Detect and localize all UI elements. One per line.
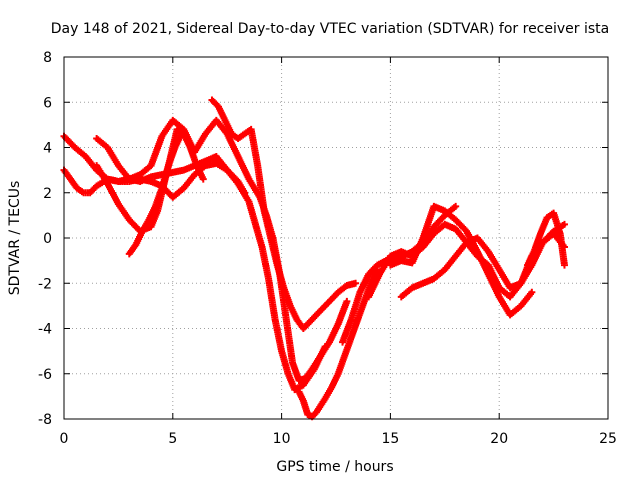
x-tick-label: 15 — [381, 431, 399, 447]
axis-ticks: 0 5 10 15 20 25 -8 -6 -4 -2 0 2 4 6 8 — [38, 50, 617, 447]
data-point — [528, 288, 536, 296]
y-axis-label: SDTVAR / TECUs — [7, 181, 23, 296]
series-sat-c — [208, 96, 360, 332]
plot-area — [60, 96, 568, 421]
series-sat-l — [523, 209, 568, 269]
x-tick-label: 25 — [599, 431, 617, 447]
data-point — [452, 202, 460, 210]
series-sat-i — [386, 202, 536, 319]
y-tick-label: 8 — [43, 50, 52, 66]
x-tick-label: 5 — [168, 431, 177, 447]
x-tick-label: 20 — [490, 431, 508, 447]
x-axis-label: GPS time / hours — [276, 459, 393, 475]
y-tick-label: 6 — [43, 95, 52, 111]
y-tick-label: -8 — [38, 412, 52, 428]
data-point — [560, 220, 568, 228]
y-tick-label: -2 — [38, 276, 52, 292]
series-sat-e — [60, 159, 249, 201]
chart-title: Day 148 of 2021, Sidereal Day-to-day VTE… — [51, 21, 609, 37]
y-tick-label: -6 — [38, 367, 52, 383]
data-point — [321, 343, 329, 351]
x-tick-label: 0 — [60, 431, 69, 447]
series-sat-k — [339, 202, 460, 346]
data-point — [241, 189, 249, 197]
data-point — [352, 279, 360, 287]
data-point — [199, 175, 207, 183]
y-tick-label: 4 — [43, 141, 52, 157]
data-point — [560, 261, 568, 269]
plot-frame — [63, 56, 609, 420]
series-sat-f — [93, 125, 207, 235]
y-tick-label: -4 — [38, 322, 52, 338]
y-tick-label: 2 — [43, 186, 52, 202]
x-tick-label: 10 — [273, 431, 291, 447]
y-tick-label: 0 — [43, 231, 52, 247]
data-point — [343, 297, 351, 305]
